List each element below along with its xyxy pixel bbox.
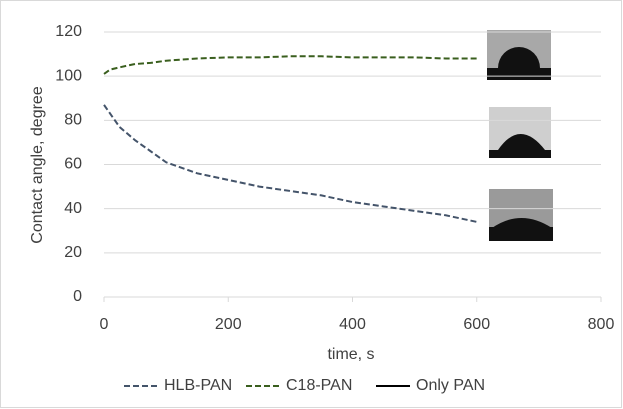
y-tick-label: 80: [64, 112, 82, 129]
series-line: [103, 104, 477, 223]
y-tick-label: 120: [55, 23, 82, 40]
droplet-image: [487, 30, 551, 80]
x-tick-label: 800: [588, 316, 615, 333]
y-tick-label: 60: [64, 156, 82, 173]
y-tick-label: 40: [64, 200, 82, 217]
x-tick-label: 0: [100, 316, 109, 333]
y-tick-label: 20: [64, 244, 82, 261]
y-tick-label: 0: [73, 288, 82, 305]
y-tick-label: 100: [55, 67, 82, 84]
droplet-image: [489, 189, 553, 241]
legend-label: Only PAN: [416, 377, 485, 394]
legend-label: HLB-PAN: [164, 377, 232, 394]
x-axis-label: time, s: [327, 346, 374, 363]
droplet-image: [489, 107, 551, 158]
y-axis-label: Contact angle, degree: [29, 86, 46, 244]
series-line: [103, 55, 477, 75]
x-tick-label: 400: [339, 316, 366, 333]
x-tick-label: 200: [215, 316, 242, 333]
x-tick-label: 600: [463, 316, 490, 333]
legend-label: C18-PAN: [286, 377, 352, 394]
